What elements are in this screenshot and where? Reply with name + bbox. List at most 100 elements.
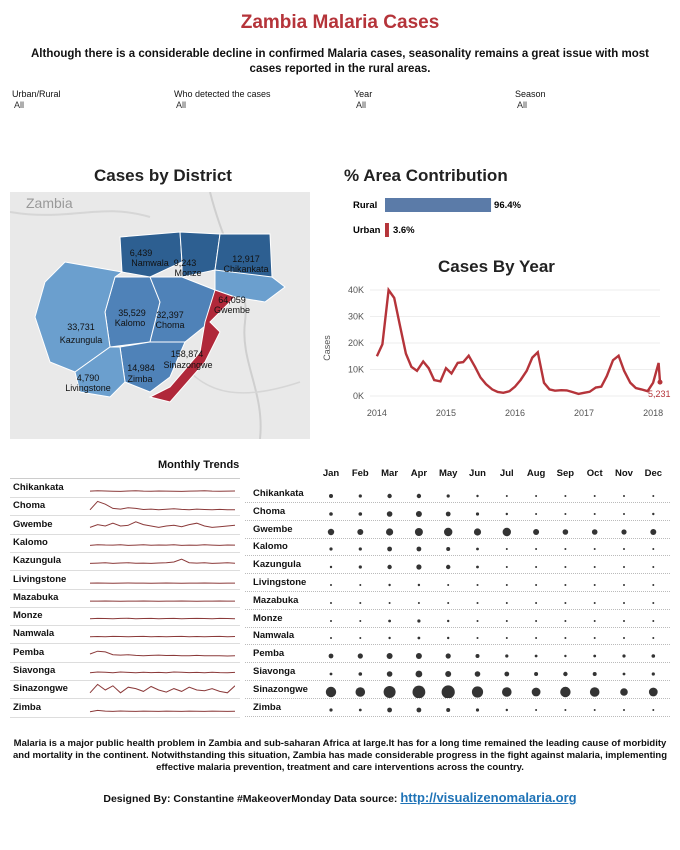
filter-value[interactable]: All	[517, 100, 528, 110]
seasonality-dot[interactable]	[564, 708, 567, 711]
trend-row[interactable]: Siavonga	[10, 662, 240, 681]
seasonality-dot[interactable]	[358, 547, 362, 551]
seasonality-dot[interactable]	[533, 528, 540, 535]
seasonality-dot[interactable]	[623, 601, 625, 604]
matrix-row[interactable]: Kalomo	[245, 537, 670, 557]
seasonality-dot[interactable]	[417, 583, 421, 587]
seasonality-dot[interactable]	[415, 653, 422, 660]
seasonality-dot[interactable]	[445, 671, 452, 677]
seasonality-dot[interactable]	[330, 637, 332, 640]
seasonality-dot[interactable]	[327, 528, 335, 535]
seasonality-dot[interactable]	[560, 686, 571, 697]
seasonality-dot[interactable]	[535, 512, 538, 515]
seasonality-dot[interactable]	[505, 495, 508, 497]
matrix-row[interactable]: Kazungula	[245, 555, 670, 575]
seasonality-dot[interactable]	[417, 636, 421, 640]
seasonality-dot[interactable]	[329, 494, 333, 498]
seasonality-dot[interactable]	[593, 566, 596, 569]
seasonality-dot[interactable]	[329, 511, 333, 516]
trend-row[interactable]: Kalomo	[10, 534, 240, 553]
seasonality-dot[interactable]	[445, 511, 451, 517]
seasonality-dot[interactable]	[476, 584, 479, 586]
seasonality-dot[interactable]	[505, 601, 508, 604]
matrix-row[interactable]: Monze	[245, 609, 670, 628]
seasonality-dot[interactable]	[564, 619, 567, 622]
trend-row[interactable]: Livingstone	[10, 571, 240, 590]
matrix-row[interactable]: Mazabuka	[245, 591, 670, 610]
seasonality-dot[interactable]	[417, 601, 420, 604]
trend-row[interactable]: Choma	[10, 497, 240, 517]
seasonality-dot[interactable]	[446, 547, 451, 552]
seasonality-dot[interactable]	[505, 708, 508, 711]
seasonality-dot[interactable]	[650, 528, 657, 535]
seasonality-dot[interactable]	[476, 547, 479, 551]
seasonality-dot[interactable]	[564, 601, 567, 604]
seasonality-dot[interactable]	[535, 637, 538, 640]
seasonality-dot[interactable]	[620, 687, 628, 696]
seasonality-dot[interactable]	[589, 686, 600, 697]
seasonality-dot[interactable]	[414, 527, 423, 536]
seasonality-dot[interactable]	[652, 512, 655, 515]
seasonality-dot[interactable]	[359, 584, 362, 586]
seasonality-dot[interactable]	[417, 618, 421, 623]
seasonality-dot[interactable]	[416, 707, 422, 712]
seasonality-dot[interactable]	[330, 584, 332, 586]
seasonality-dot[interactable]	[622, 654, 626, 658]
filter-detected-by[interactable]: Who detected the cases All	[174, 89, 271, 110]
seasonality-dot[interactable]	[475, 654, 480, 659]
seasonality-dot[interactable]	[447, 601, 450, 604]
seasonality-dot[interactable]	[505, 637, 508, 640]
seasonality-dot[interactable]	[359, 637, 362, 640]
bar-rural[interactable]	[385, 198, 492, 212]
seasonality-dot[interactable]	[593, 584, 596, 586]
matrix-row[interactable]: Gwembe	[245, 520, 670, 539]
seasonality-dot[interactable]	[444, 527, 453, 536]
bar-urban[interactable]	[385, 223, 389, 237]
seasonality-dot[interactable]	[593, 601, 596, 604]
seasonality-dot[interactable]	[652, 584, 655, 586]
seasonality-dot[interactable]	[359, 601, 362, 604]
seasonality-dot[interactable]	[329, 707, 333, 712]
filter-season[interactable]: Season All	[515, 89, 546, 110]
seasonality-dot[interactable]	[329, 565, 333, 569]
seasonality-dot[interactable]	[359, 619, 362, 622]
seasonality-dot[interactable]	[502, 686, 512, 697]
seasonality-dot[interactable]	[476, 637, 479, 640]
trend-row[interactable]: Mazabuka	[10, 589, 240, 608]
seasonality-dot[interactable]	[447, 584, 450, 586]
district-namwala[interactable]	[119, 231, 183, 278]
seasonality-dot[interactable]	[564, 548, 567, 551]
matrix-row[interactable]: Namwala	[245, 626, 670, 646]
seasonality-dot[interactable]	[593, 512, 596, 515]
matrix-row[interactable]: Pemba	[245, 644, 670, 664]
seasonality-dot[interactable]	[562, 528, 569, 535]
seasonality-dot[interactable]	[564, 495, 567, 497]
matrix-row[interactable]: Zimba	[245, 698, 670, 717]
seasonality-dot[interactable]	[652, 566, 655, 569]
seasonality-dot[interactable]	[416, 564, 422, 570]
trend-row[interactable]: Kazungula	[10, 552, 240, 572]
seasonality-dot[interactable]	[387, 493, 392, 499]
seasonality-dot[interactable]	[564, 637, 567, 640]
seasonality-dot[interactable]	[652, 619, 655, 622]
seasonality-dot[interactable]	[330, 619, 332, 622]
seasonality-dot[interactable]	[358, 511, 363, 516]
seasonality-dot[interactable]	[387, 546, 392, 552]
seasonality-dot[interactable]	[445, 653, 451, 659]
trend-row[interactable]: Gwembe	[10, 516, 240, 535]
filter-value[interactable]: All	[176, 100, 187, 110]
seasonality-dot[interactable]	[622, 672, 626, 676]
district-monze[interactable]	[179, 231, 221, 278]
seasonality-dot[interactable]	[387, 707, 392, 712]
seasonality-dot[interactable]	[593, 495, 596, 497]
seasonality-dot[interactable]	[386, 510, 393, 517]
trend-row[interactable]: Zimba	[10, 699, 240, 718]
seasonality-dot[interactable]	[535, 566, 538, 569]
seasonality-dot[interactable]	[475, 707, 480, 712]
seasonality-dot[interactable]	[623, 584, 625, 586]
seasonality-dot[interactable]	[358, 565, 362, 569]
seasonality-dot[interactable]	[329, 547, 333, 551]
trend-row[interactable]: Sinazongwe	[10, 680, 240, 700]
matrix-row[interactable]: Sinazongwe	[245, 680, 670, 699]
trend-row[interactable]: Chikankata	[10, 479, 240, 498]
